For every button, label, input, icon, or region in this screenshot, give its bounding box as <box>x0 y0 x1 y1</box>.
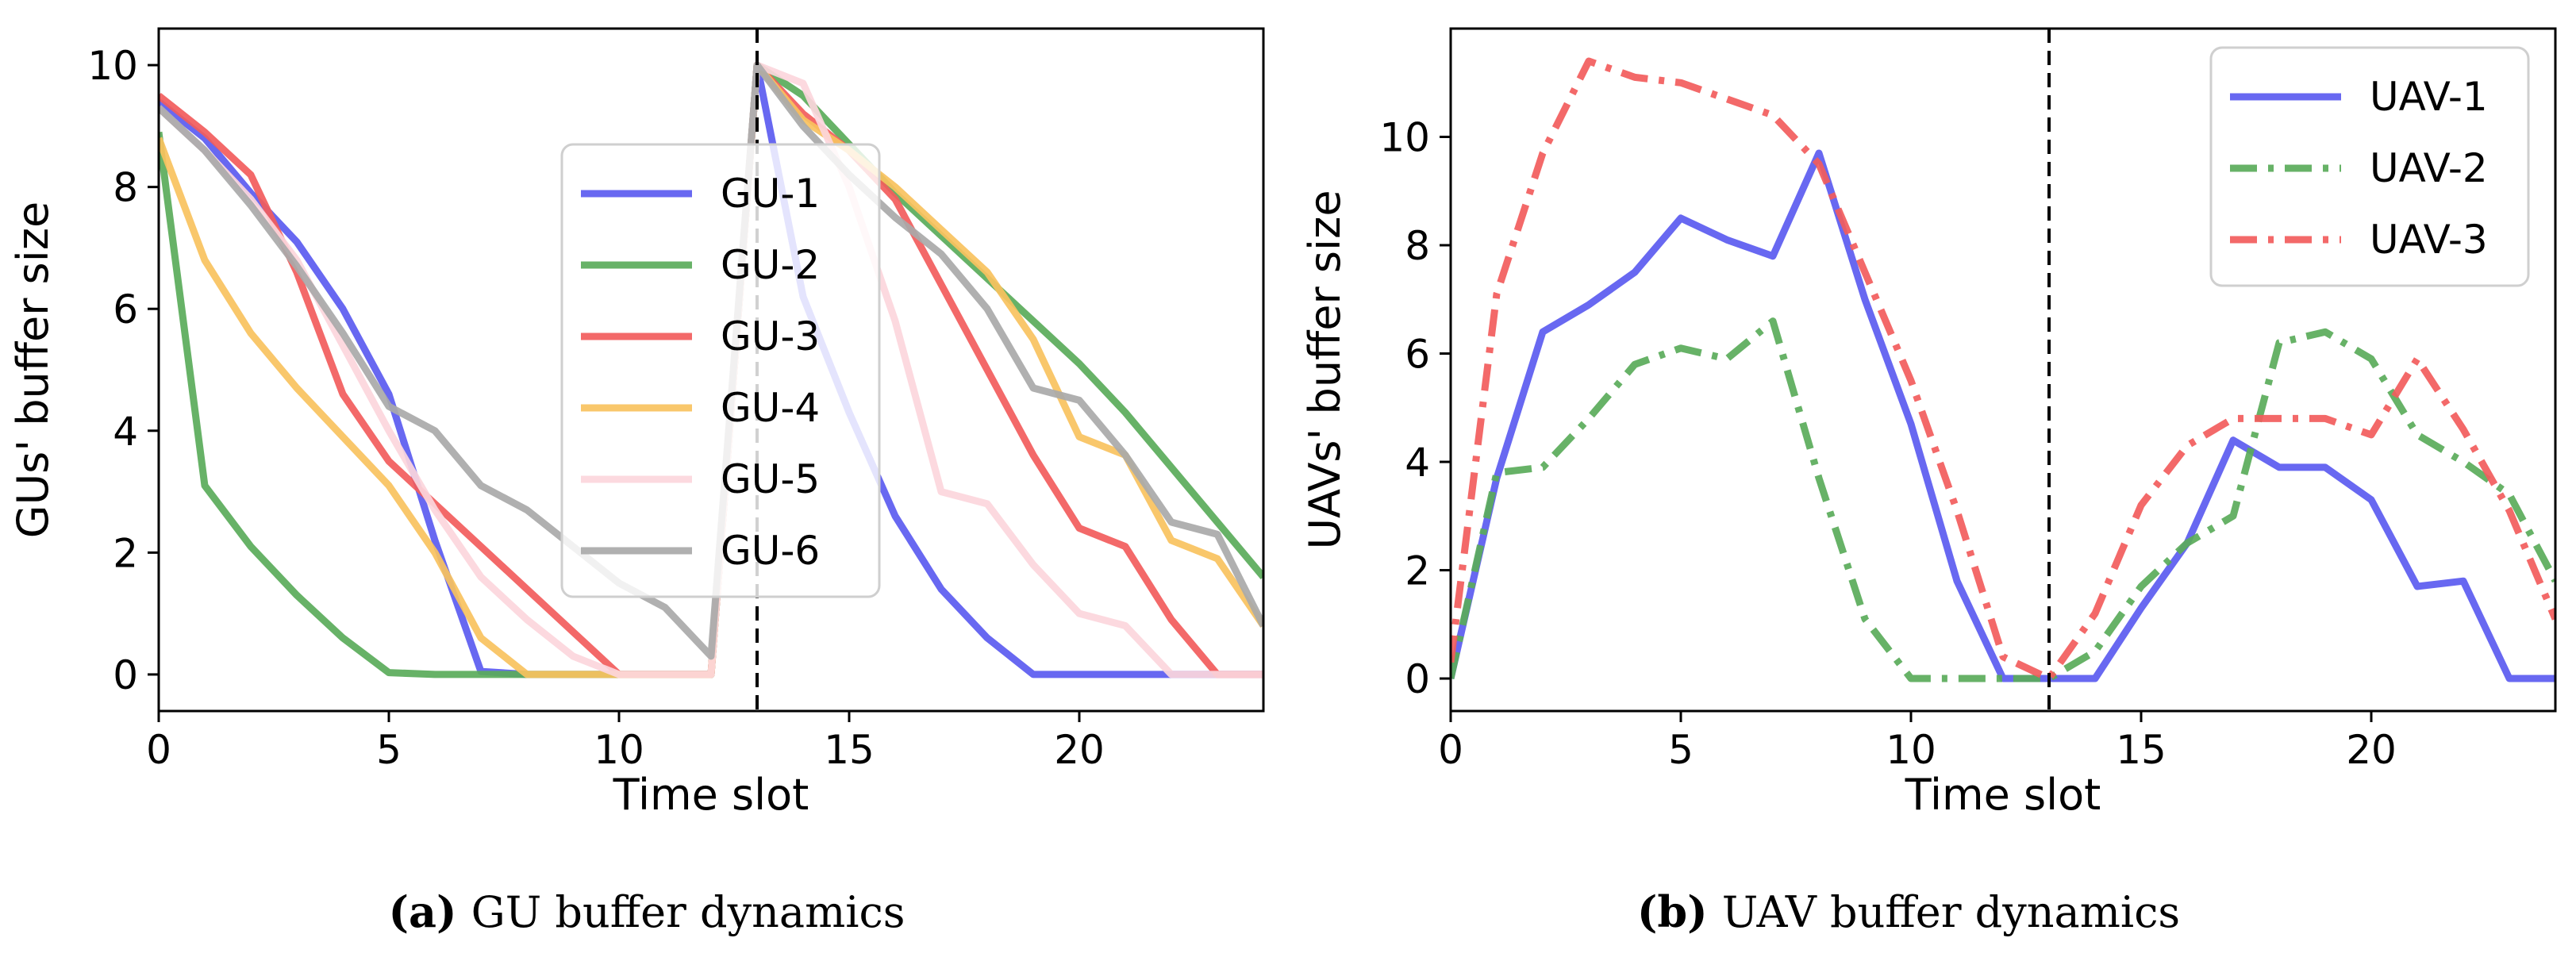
x-axis-label: Time slot <box>1905 770 2101 820</box>
y-tick-label: 2 <box>1405 548 1430 594</box>
y-tick-label: 2 <box>113 530 138 576</box>
series-line-gu-5 <box>159 61 1263 678</box>
series-line-uav-1 <box>1451 149 2555 682</box>
legend-label-gu-5: GU-5 <box>721 456 820 502</box>
legend: GU-1 GU-2 GU-3 GU-4 GU-5 GU-6 <box>560 143 881 598</box>
y-tick-label: 0 <box>113 652 138 698</box>
legend-label-uav-2: UAV-2 <box>2370 145 2488 191</box>
x-tick-label: 15 <box>2116 727 2167 773</box>
y-tick-label: 4 <box>113 409 138 455</box>
plot-frame <box>157 27 1265 713</box>
legend-label-gu-4: GU-4 <box>721 385 820 431</box>
legend-label-gu-3: GU-3 <box>721 313 820 359</box>
plot-frame <box>1449 27 2557 713</box>
legend-label-uav-3: UAV-3 <box>2370 217 2488 263</box>
legend-box <box>560 143 881 598</box>
x-tick-label: 20 <box>1054 727 1105 773</box>
caption-b: (b) UAV buffer dynamics <box>1637 886 2180 937</box>
x-tick-label: 0 <box>1438 727 1463 773</box>
legend-label-gu-1: GU-1 <box>721 171 820 217</box>
x-tick-label: 5 <box>376 727 402 773</box>
y-axis-label: GUs' buffer size <box>8 202 58 539</box>
legend-label-gu-2: GU-2 <box>721 242 820 288</box>
caption-a: (a) GU buffer dynamics <box>388 886 905 937</box>
x-axis-label: Time slot <box>613 770 809 820</box>
x-tick-label: 10 <box>1886 727 1936 773</box>
y-tick-label: 8 <box>113 165 138 211</box>
x-tick-label: 10 <box>594 727 644 773</box>
y-tick-label: 8 <box>1405 223 1430 269</box>
y-tick-label: 6 <box>113 286 138 333</box>
y-tick-label: 0 <box>1405 656 1430 702</box>
legend: UAV-1 UAV-2 UAV-3 <box>2209 46 2530 287</box>
series-group <box>159 61 1263 678</box>
legend-label-uav-1: UAV-1 <box>2370 74 2488 120</box>
y-axis-label: UAVs' buffer size <box>1300 190 1350 549</box>
series-line-uav-3 <box>1451 57 2555 682</box>
x-tick-label: 15 <box>824 727 875 773</box>
y-tick-label: 10 <box>1379 115 1430 161</box>
legend-box <box>2209 46 2530 287</box>
series-line-uav-2 <box>1451 317 2555 682</box>
x-tick-label: 0 <box>146 727 171 773</box>
x-tick-label: 20 <box>2346 727 2397 773</box>
legend-label-gu-6: GU-6 <box>721 528 820 574</box>
y-tick-label: 10 <box>87 43 138 89</box>
series-group <box>1451 57 2555 682</box>
series-line-gu-6 <box>159 61 1263 660</box>
y-tick-label: 4 <box>1405 440 1430 486</box>
y-tick-label: 6 <box>1405 332 1430 378</box>
x-tick-label: 5 <box>1668 727 1694 773</box>
